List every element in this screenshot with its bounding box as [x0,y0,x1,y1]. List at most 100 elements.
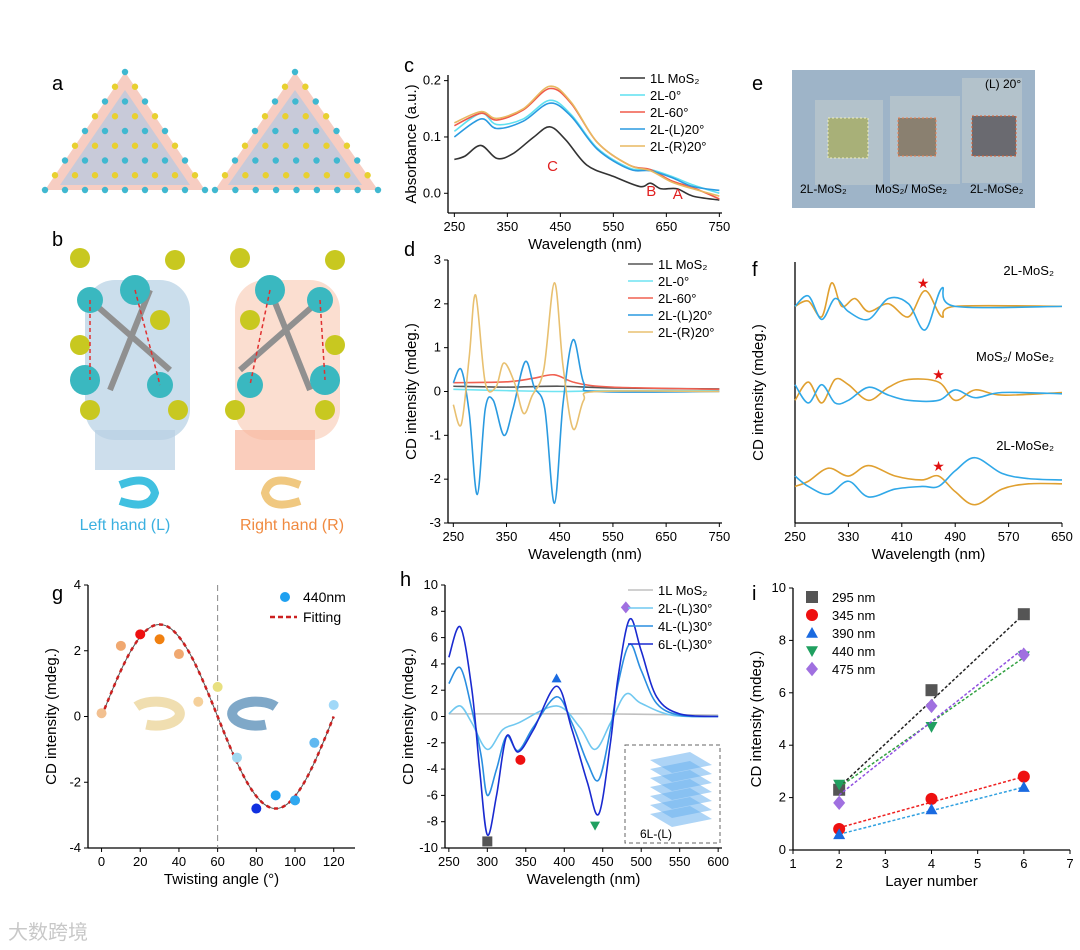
y-tick-label: -8 [426,814,438,829]
series-line [794,456,1063,498]
atom-icon [344,172,351,179]
star-icon: ★ [932,366,945,382]
y-tick-label: -6 [426,787,438,802]
panel-label-h: h [400,569,411,591]
legend-label: 475 nm [832,662,875,677]
atom-icon [282,172,290,179]
triangle-down-marker [833,779,846,791]
legend-label: 440nm [303,589,346,605]
left-hand-illustration [70,248,190,470]
legend-label: 295 nm [832,590,875,605]
y-axis-label: CD intensity (mdeg.) [403,323,420,460]
legend-label: 1L MoS₂ [650,71,699,86]
x-tick-label: 550 [603,219,625,234]
circle-marker [270,790,281,801]
y-tick-label: -2 [426,735,438,750]
series-line [794,464,1063,506]
x-tick-label: 450 [592,854,614,869]
x-tick-label: 300 [476,854,498,869]
atom-icon [111,142,119,149]
atom-icon [81,157,89,164]
right-hand-illustration [225,248,345,470]
x-tick-label: 400 [553,854,575,869]
atom-icon [151,172,159,179]
legend-label: 2L-(R)20° [650,139,707,154]
x-tick-label: 650 [655,529,677,544]
fit-line [838,647,1025,796]
circle-marker [231,752,242,763]
x-tick-label: 410 [891,529,913,544]
x-axis-label: Wavelength (nm) [528,236,642,253]
y-axis-label: CD intensity (mdeg.) [43,648,60,785]
atom-icon [262,172,269,179]
clockwise-arrow-icon [227,696,279,731]
atom-icon [313,186,321,194]
circle-marker [96,708,107,719]
chart-g: 0 20 40 60 80 100 120 -4 -2 0 2 4 Twisting angle (°)… [43,577,355,888]
legend-label: 1L MoS₂ [658,257,707,272]
atom-icon [231,157,239,164]
atom-icon [374,186,382,194]
atom-icon [171,172,179,179]
x-tick-label: 120 [323,854,345,869]
panel-label-g: g [52,583,63,605]
legend-label: 345 nm [832,608,875,623]
circle-marker [515,754,526,765]
circle-marker [193,696,204,707]
circle-marker [925,792,938,805]
atom-icon [302,113,309,120]
x-tick-label: 330 [838,529,860,544]
x-tick-label: 5 [974,856,981,871]
right-hand-label: Right hand (R) [240,517,344,534]
series-line [448,643,719,797]
panel-label-d: d [404,239,415,261]
square-marker [1017,608,1030,621]
diamond-marker [806,661,818,677]
atom-icon [121,186,129,194]
x-tick-label: 500 [630,854,652,869]
atom-icon [291,68,299,76]
x-tick-label: 20 [133,854,147,869]
atom-icon [261,113,269,120]
peak-label: C [547,158,558,175]
atom-icon [91,113,99,120]
atom-icon [354,186,361,194]
y-tick-label: -2 [69,774,81,789]
y-tick-label: -4 [69,840,81,855]
y-tick-label: 1 [434,340,441,355]
atom-icon [81,127,89,135]
circle-marker [115,640,126,651]
atom-icon [293,186,300,194]
atom-icon [364,172,371,179]
y-tick-label: 6 [431,630,438,645]
legend-label: 440 nm [832,644,875,659]
circle-marker [309,737,320,748]
x-tick-label: 600 [707,854,729,869]
square-marker [806,591,818,603]
x-tick-label: 80 [249,854,263,869]
y-tick-label: 0 [74,709,81,724]
x-tick-label: 250 [444,219,466,234]
y-tick-label: 0 [434,384,441,399]
y-tick-label: 2 [779,790,786,805]
atom-icon [121,98,129,105]
x-tick-label: 350 [515,854,537,869]
atom-icon [131,142,139,149]
peak-label: A [673,186,683,203]
atom-icon [302,142,310,149]
series-line [453,102,720,192]
legend-label: 2L-0° [658,274,689,289]
atom-icon [181,186,189,194]
triangle-down-marker [590,821,601,831]
circle-marker [328,699,339,710]
x-tick-label: 6 [1020,856,1027,871]
atom-icon [131,113,139,120]
star-icon: ★ [932,458,945,474]
sample-label-2l-mos2: 2L-MoS₂ [800,182,847,196]
legend-label: 2L-(L)20° [658,308,712,323]
y-tick-label: 6 [779,685,786,700]
square-marker [925,684,938,697]
y-tick-label: 4 [74,577,81,592]
legend-label: 2L-(L)30° [658,601,712,616]
